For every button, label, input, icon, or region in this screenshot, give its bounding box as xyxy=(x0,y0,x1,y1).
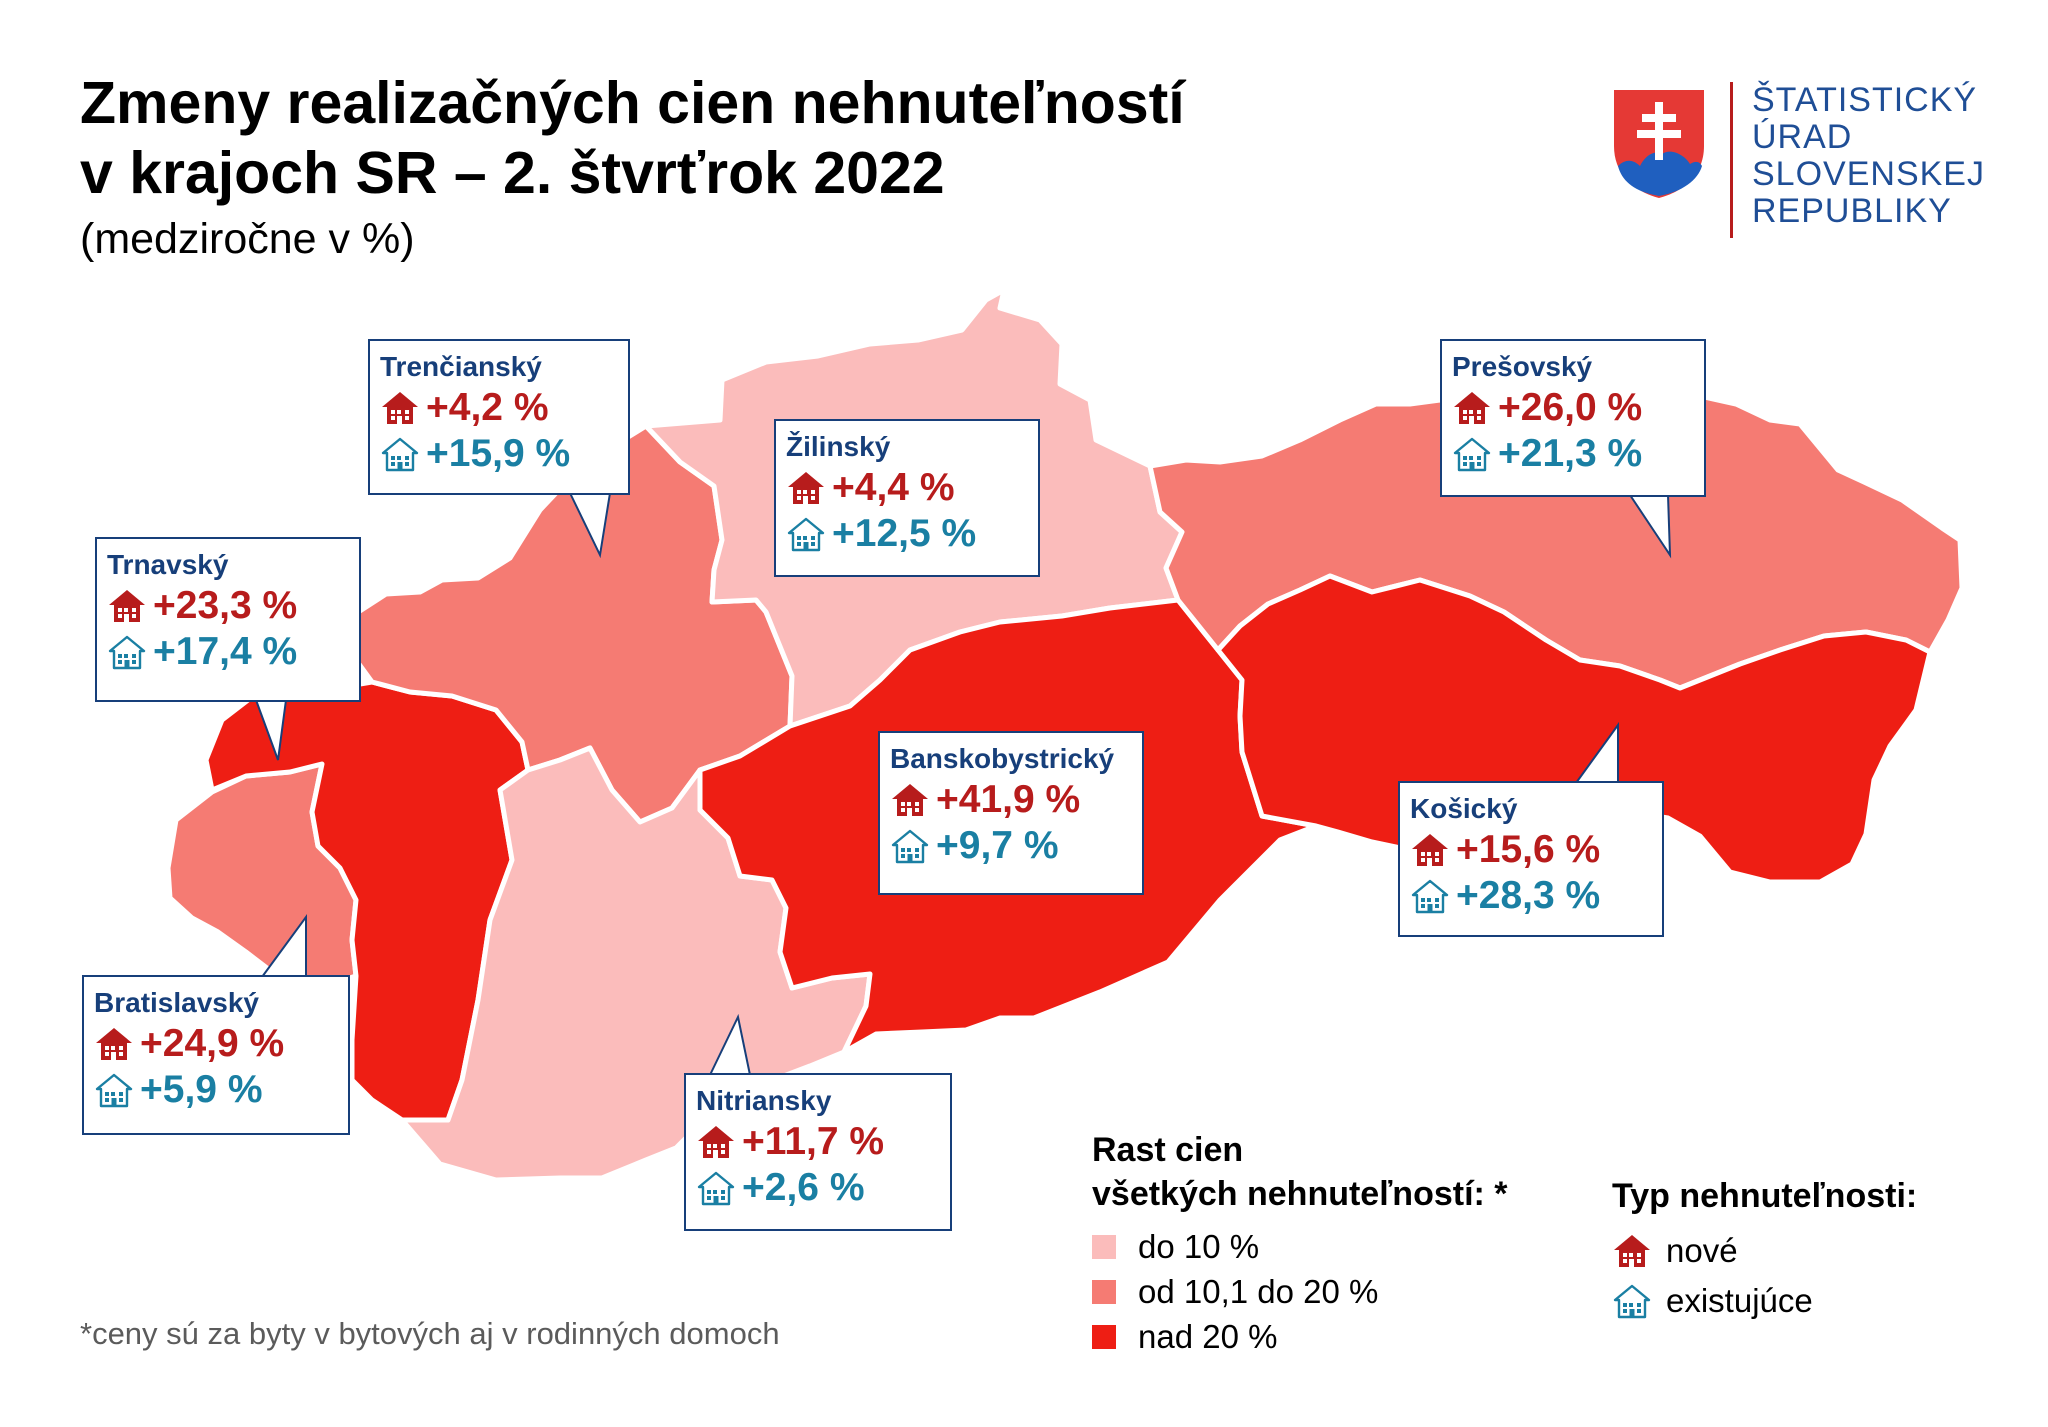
new-price-row: +23,3 % xyxy=(107,583,347,629)
logo-line-3: SLOVENSKEJ xyxy=(1752,155,1985,193)
new-price-value: +41,9 % xyxy=(936,778,1081,821)
legend-label-mid: od 10,1 do 20 % xyxy=(1138,1272,1379,1310)
existing-price-value: +12,5 % xyxy=(832,512,977,555)
new-price-value: +26,0 % xyxy=(1498,386,1643,429)
region-name: Bratislavský xyxy=(94,987,260,1018)
statistical-office-logo: ŠTATISTICKÝ ÚRAD SLOVENSKEJ REPUBLIKY xyxy=(1612,82,1992,242)
logo-text: ŠTATISTICKÝ ÚRAD SLOVENSKEJ REPUBLIKY xyxy=(1752,82,1985,230)
existing-price-value: +21,3 % xyxy=(1498,432,1643,475)
existing-price-row: +15,9 % xyxy=(380,431,616,477)
region-name: Nitriansky xyxy=(696,1085,832,1116)
existing-price-row: +9,7 % xyxy=(890,823,1130,869)
house-outline-icon xyxy=(1612,1282,1652,1320)
region-name: Košický xyxy=(1410,793,1518,824)
page-title-line-2: v krajoch SR – 2. štvrťrok 2022 xyxy=(80,140,945,206)
property-type-legend: Typ nehnuteľnosti: nové existujúce xyxy=(1612,1174,1917,1326)
callout-bratislavsky[interactable]: Bratislavský +24,9 % +5,9 % xyxy=(82,975,350,1135)
price-growth-legend: Rast cien všetkých nehnuteľností: * do 1… xyxy=(1092,1128,1508,1359)
new-price-value: +4,4 % xyxy=(832,466,955,509)
new-price-value: +24,9 % xyxy=(140,1022,285,1065)
region-name: Trenčianský xyxy=(380,351,542,382)
house-outline-icon xyxy=(786,515,826,553)
house-outline-icon xyxy=(107,633,147,671)
callout-trenciansky[interactable]: Trenčianský +4,2 % +15,9 % xyxy=(368,339,630,495)
house-filled-icon xyxy=(696,1123,736,1161)
existing-price-value: +5,9 % xyxy=(140,1068,263,1111)
region-name: Prešovský xyxy=(1452,351,1593,382)
type-label-existing: existujúce xyxy=(1666,1282,1813,1319)
new-price-row: +4,2 % xyxy=(380,385,616,431)
footnote: *ceny sú za byty v bytových aj v rodinný… xyxy=(80,1316,780,1351)
house-filled-icon xyxy=(890,781,930,819)
legend-title-line-1: Rast cien xyxy=(1092,1131,1244,1169)
type-label-new: nové xyxy=(1666,1232,1738,1269)
callout-trnavsky[interactable]: Trnavský +23,3 % +17,4 % xyxy=(95,537,361,702)
legend-item-high: nad 20 % xyxy=(1092,1314,1508,1359)
house-outline-icon xyxy=(1410,877,1450,915)
house-filled-icon xyxy=(94,1025,134,1063)
existing-price-value: +9,7 % xyxy=(936,824,1059,867)
house-filled-icon xyxy=(107,587,147,625)
legend-label-low: do 10 % xyxy=(1138,1227,1260,1265)
legend-swatch-high xyxy=(1092,1324,1116,1349)
region-name: Banskobystrický xyxy=(890,743,1115,774)
coat-of-arms-icon xyxy=(1614,90,1704,198)
legend-label-high: nad 20 % xyxy=(1138,1317,1278,1355)
legend-swatch-low xyxy=(1092,1234,1116,1259)
house-outline-icon xyxy=(94,1071,134,1109)
callout-zilinsky[interactable]: Žilinský +4,4 % +12,5 % xyxy=(774,419,1040,577)
house-outline-icon xyxy=(890,827,930,865)
logo-line-1: ŠTATISTICKÝ xyxy=(1752,81,1978,119)
house-filled-icon xyxy=(1452,389,1492,427)
house-filled-icon xyxy=(380,389,420,427)
title-block: Zmeny realizačných cien nehnuteľností v … xyxy=(80,68,1185,266)
existing-price-value: +28,3 % xyxy=(1456,874,1601,917)
existing-price-row: +28,3 % xyxy=(1410,873,1650,919)
house-filled-icon xyxy=(1410,831,1450,869)
house-outline-icon xyxy=(1452,435,1492,473)
legend-item-low: do 10 % xyxy=(1092,1224,1508,1269)
new-price-row: +26,0 % xyxy=(1452,385,1692,431)
existing-price-row: +17,4 % xyxy=(107,629,347,675)
type-item-new: nové xyxy=(1612,1226,1917,1276)
house-filled-icon xyxy=(1612,1232,1652,1270)
callout-presovsky[interactable]: Prešovský +26,0 % +21,3 % xyxy=(1440,339,1706,497)
house-outline-icon xyxy=(696,1169,736,1207)
new-price-row: +15,6 % xyxy=(1410,827,1650,873)
new-price-value: +23,3 % xyxy=(153,584,298,627)
logo-separator xyxy=(1730,82,1733,238)
logo-line-2: ÚRAD xyxy=(1752,118,1853,156)
new-price-row: +11,7 % xyxy=(696,1119,938,1165)
region-name: Žilinský xyxy=(786,431,891,462)
existing-price-row: +12,5 % xyxy=(786,511,1026,557)
new-price-value: +11,7 % xyxy=(742,1120,885,1163)
new-price-row: +41,9 % xyxy=(890,777,1130,823)
existing-price-value: +17,4 % xyxy=(153,630,298,673)
house-outline-icon xyxy=(380,435,420,473)
callout-banskobystricky[interactable]: Banskobystrický +41,9 % +9,7 % xyxy=(878,731,1144,895)
type-legend-title: Typ nehnuteľnosti: xyxy=(1612,1177,1918,1215)
existing-price-row: +21,3 % xyxy=(1452,431,1692,477)
new-price-row: +24,9 % xyxy=(94,1021,336,1067)
new-price-row: +4,4 % xyxy=(786,465,1026,511)
existing-price-value: +2,6 % xyxy=(742,1166,865,1209)
legend-item-mid: od 10,1 do 20 % xyxy=(1092,1269,1508,1314)
legend-swatch-mid xyxy=(1092,1279,1116,1304)
callout-kosicky[interactable]: Košický +15,6 % +28,3 % xyxy=(1398,781,1664,937)
existing-price-row: +2,6 % xyxy=(696,1165,938,1211)
callout-nitriansky[interactable]: Nitriansky +11,7 % +2,6 % xyxy=(684,1073,952,1231)
region-shape-kosicky[interactable] xyxy=(1215,573,1933,885)
existing-price-value: +15,9 % xyxy=(426,432,571,475)
logo-line-4: REPUBLIKY xyxy=(1752,192,1952,230)
page-title-line-1: Zmeny realizačných cien nehnuteľností xyxy=(80,70,1185,136)
new-price-value: +15,6 % xyxy=(1456,828,1601,871)
house-filled-icon xyxy=(786,469,826,507)
existing-price-row: +5,9 % xyxy=(94,1067,336,1113)
page-subtitle: (medziročne v %) xyxy=(80,215,415,263)
type-item-existing: existujúce xyxy=(1612,1276,1917,1326)
new-price-value: +4,2 % xyxy=(426,386,549,429)
region-name: Trnavský xyxy=(107,549,229,580)
legend-title-line-2: všetkých nehnuteľností: * xyxy=(1092,1175,1508,1213)
